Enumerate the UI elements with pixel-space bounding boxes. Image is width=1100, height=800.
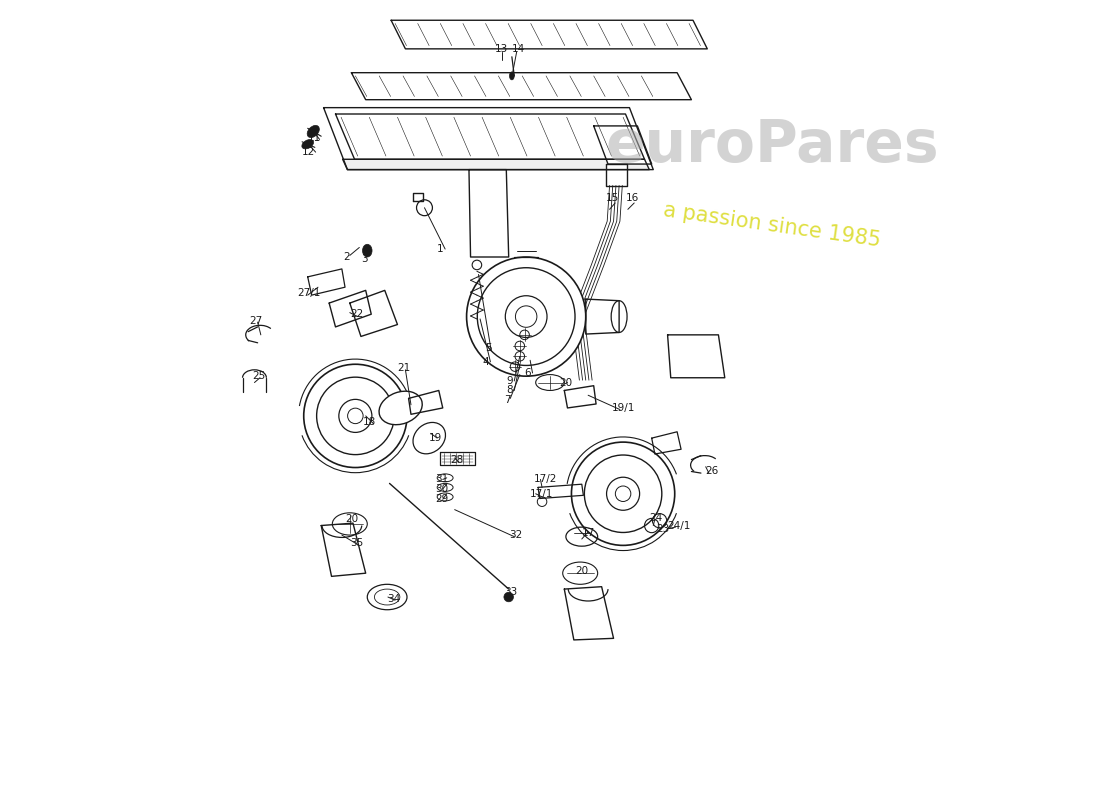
Ellipse shape: [509, 72, 515, 80]
Text: 19/1: 19/1: [612, 403, 636, 413]
Text: 17/1: 17/1: [529, 489, 552, 498]
Ellipse shape: [363, 244, 372, 257]
Text: 12: 12: [302, 147, 316, 157]
Text: 18: 18: [363, 418, 376, 427]
Ellipse shape: [301, 139, 314, 149]
Text: 17: 17: [582, 529, 595, 538]
Text: 11: 11: [308, 133, 321, 143]
Polygon shape: [343, 159, 649, 170]
Text: 26: 26: [705, 466, 718, 477]
Text: 35: 35: [350, 538, 363, 548]
Polygon shape: [564, 586, 614, 640]
Text: 7: 7: [504, 395, 510, 405]
Text: a passion since 1985: a passion since 1985: [662, 200, 882, 250]
Text: 6: 6: [525, 368, 531, 378]
Text: 14: 14: [512, 44, 525, 54]
Text: 32: 32: [508, 530, 521, 540]
Text: 27: 27: [250, 315, 263, 326]
Polygon shape: [668, 335, 725, 378]
Text: 21: 21: [397, 363, 410, 374]
Text: 22: 22: [350, 309, 363, 319]
Text: 13: 13: [494, 44, 507, 54]
Text: 17/2: 17/2: [535, 474, 558, 485]
Polygon shape: [594, 126, 651, 164]
Text: 16: 16: [626, 194, 639, 203]
Text: 23: 23: [657, 524, 670, 534]
Text: 24/1: 24/1: [668, 521, 691, 530]
Text: 2: 2: [343, 252, 350, 262]
Text: 33: 33: [504, 587, 517, 598]
Circle shape: [304, 364, 407, 467]
Text: 27/1: 27/1: [297, 288, 321, 298]
Text: 25: 25: [252, 371, 265, 381]
Text: 29: 29: [434, 494, 448, 504]
Text: 15: 15: [606, 194, 619, 203]
Text: 24: 24: [649, 513, 662, 522]
Text: 3: 3: [361, 254, 367, 263]
Text: euroPares: euroPares: [606, 118, 939, 174]
Polygon shape: [321, 523, 365, 576]
Ellipse shape: [379, 391, 422, 425]
Circle shape: [572, 442, 674, 546]
Polygon shape: [651, 432, 681, 454]
Polygon shape: [606, 164, 627, 186]
Polygon shape: [564, 386, 596, 408]
Text: 30: 30: [434, 484, 448, 494]
Circle shape: [339, 399, 372, 433]
Polygon shape: [351, 73, 692, 100]
Polygon shape: [329, 290, 372, 327]
Text: 20: 20: [345, 514, 359, 524]
Text: 28: 28: [451, 455, 464, 466]
Ellipse shape: [412, 422, 446, 454]
Circle shape: [466, 257, 586, 376]
Text: 9: 9: [506, 376, 513, 386]
Text: 1: 1: [437, 244, 443, 254]
Polygon shape: [440, 452, 474, 465]
Polygon shape: [408, 390, 442, 414]
Text: 19: 19: [429, 433, 442, 443]
Circle shape: [606, 478, 639, 510]
Text: 34: 34: [387, 594, 400, 604]
Polygon shape: [392, 20, 707, 49]
Text: 20: 20: [575, 566, 589, 576]
Polygon shape: [538, 484, 583, 498]
Polygon shape: [336, 114, 645, 159]
Text: 4: 4: [483, 357, 490, 367]
Ellipse shape: [307, 126, 319, 138]
Polygon shape: [308, 269, 345, 295]
Polygon shape: [350, 290, 397, 337]
Circle shape: [505, 296, 547, 338]
Text: 20: 20: [560, 378, 573, 387]
Text: 8: 8: [506, 386, 513, 395]
Text: 31: 31: [434, 474, 448, 485]
Polygon shape: [323, 108, 653, 170]
Circle shape: [504, 592, 514, 602]
Text: 5: 5: [485, 343, 492, 354]
